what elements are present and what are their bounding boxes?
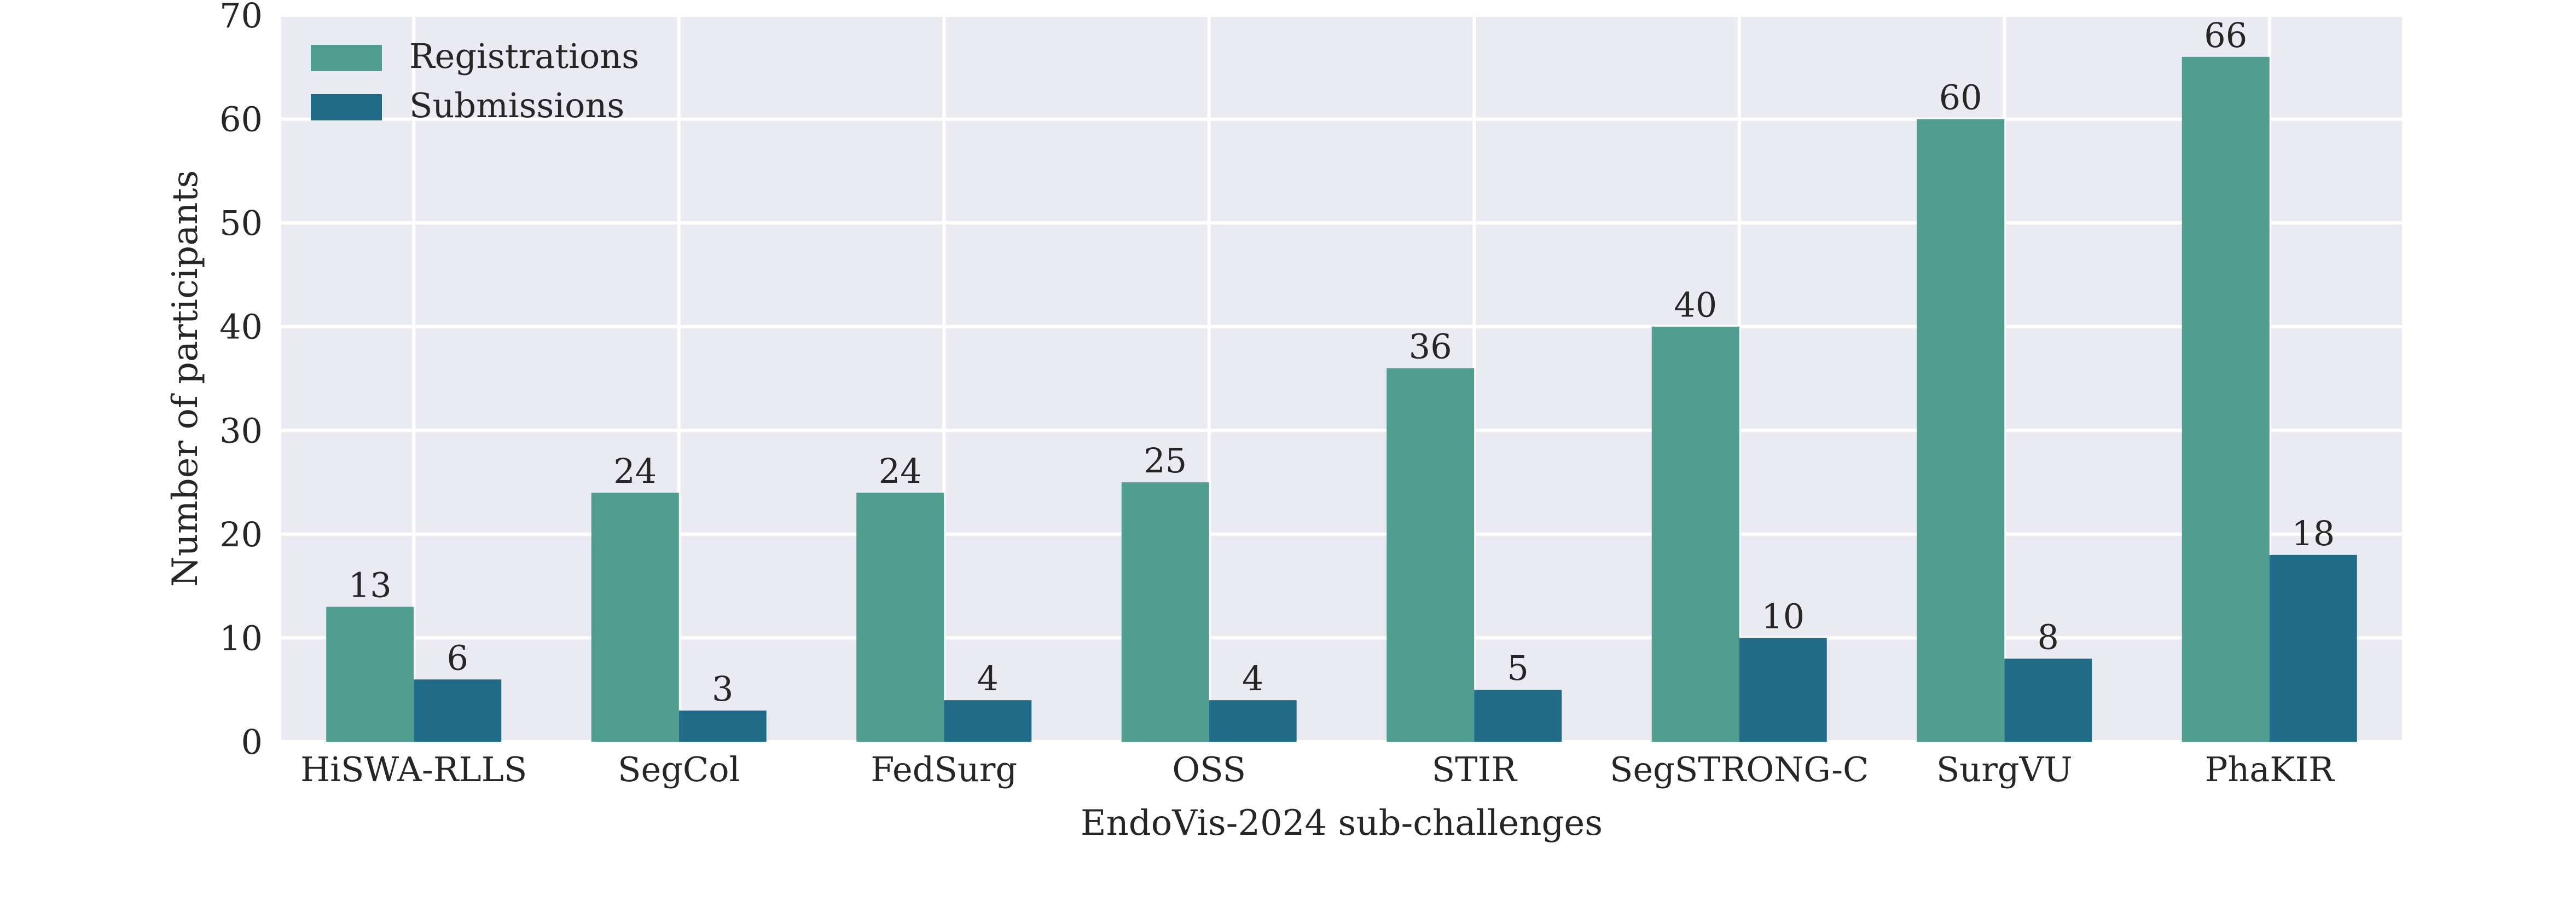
x-tick-label: SegCol [618,749,740,789]
registrations-bar [1386,368,1475,742]
y-tick-label: 70 [219,0,263,36]
x-tick-label: HiSWA-RLLS [300,749,527,789]
bar-value-label: 36 [1409,327,1452,367]
x-tick-label: STIR [1432,749,1518,789]
submissions-bar [944,700,1032,742]
registrations-bar [1917,119,2005,742]
y-tick-label: 0 [241,722,263,762]
y-tick-label: 30 [219,411,263,451]
bar-value-label: 66 [2204,15,2247,55]
legend-label: Submissions [409,85,624,125]
registrations-bar [1651,326,1739,742]
bar-value-label: 13 [349,565,392,605]
x-tick-label: SegSTRONG-C [1610,749,1869,789]
submissions-bar [678,711,767,742]
submissions-bar [414,679,502,742]
bar-value-label: 40 [1674,285,1717,325]
y-tick-label: 20 [219,515,263,555]
registrations-bar [591,493,679,742]
bar-value-label: 60 [1939,78,1982,118]
bar-value-label: 8 [2038,617,2059,657]
registrations-bar [856,493,944,742]
y-tick-label: 10 [219,618,263,658]
registrations-bar [1121,482,1209,742]
bars [326,56,2357,742]
legend-swatch [311,94,382,120]
bar-value-label: 6 [447,638,468,678]
legend: Registrations Submissions [311,36,639,125]
y-axis-title: Number of participants [165,170,206,587]
y-tick-label: 50 [219,203,263,243]
x-axis-title: EndoVis-2024 sub-challenges [1081,803,1603,844]
axis-ticks: 0 10 20 30 40 50 60 70 HiSWA-RLLS SegCol FedSurg OS… [219,0,2335,789]
bar-value-label: 18 [2291,513,2335,553]
registrations-bar [326,607,414,742]
registrations-bar [2182,56,2270,742]
legend-label: Registrations [409,36,639,76]
submissions-bar [2004,659,2092,742]
submissions-bar [2269,555,2357,742]
bar-value-label: 4 [977,659,999,698]
bar-value-label: 3 [712,669,733,709]
bar-value-label: 10 [1761,596,1805,636]
bar-value-label: 5 [1507,648,1529,688]
x-tick-label: SurgVU [1936,749,2073,789]
submissions-bar [1474,690,1562,742]
x-tick-label: FedSurg [871,749,1017,789]
x-tick-label: OSS [1172,749,1246,789]
submissions-bar [1739,638,1827,742]
y-tick-label: 40 [219,307,263,347]
legend-swatch [311,45,382,71]
submissions-bar [1209,700,1297,742]
bar-value-label: 24 [879,451,922,491]
bar-value-label: 24 [613,451,657,491]
bar-value-label: 25 [1144,441,1187,481]
x-tick-label: PhaKIR [2205,749,2335,789]
bar-value-label: 4 [1242,659,1263,698]
y-tick-label: 60 [219,100,263,140]
